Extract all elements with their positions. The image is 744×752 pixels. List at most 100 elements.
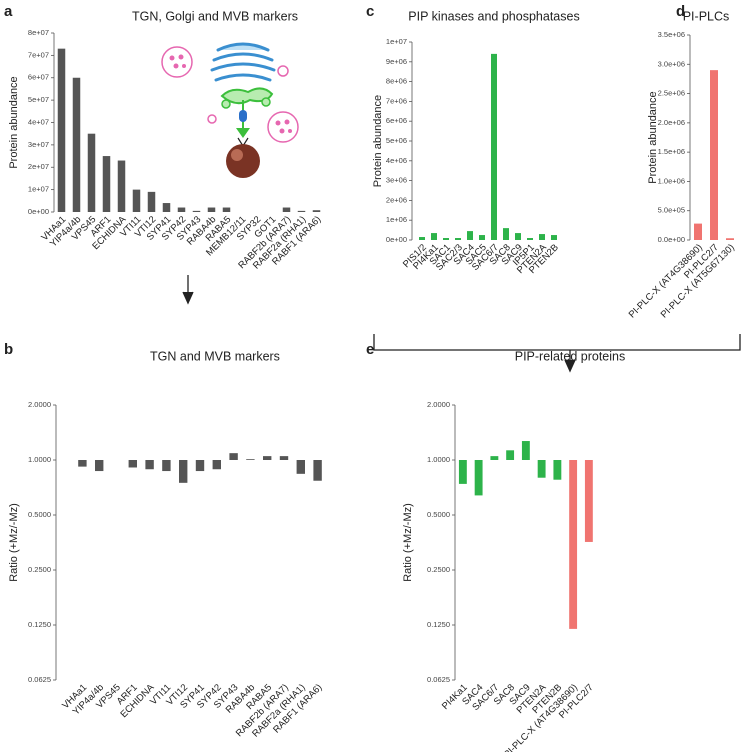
y-tick-label: 1.0000 — [427, 455, 450, 464]
bar — [162, 460, 171, 472]
bar — [503, 228, 509, 240]
bar — [207, 207, 216, 212]
bar — [246, 459, 255, 460]
y-tick-label: 7e+07 — [28, 50, 49, 59]
bar — [474, 460, 483, 496]
chart-title: PI-PLCs — [683, 9, 730, 23]
y-tick-label: 5.0e+05 — [658, 206, 685, 215]
y-axis-label: Ratio (+Mz/-Mz) — [402, 503, 414, 582]
y-tick-label: 0.5000 — [28, 510, 51, 519]
bar — [569, 460, 578, 629]
bar — [177, 207, 186, 212]
bar — [491, 53, 497, 240]
bar — [313, 460, 322, 481]
bar — [87, 133, 96, 212]
y-tick-label: 3e+07 — [28, 140, 49, 149]
bar — [527, 238, 533, 240]
y-tick-label: 1.0e+06 — [658, 176, 685, 185]
bar — [553, 460, 562, 480]
bar — [443, 238, 449, 240]
bar — [296, 460, 305, 474]
bar — [279, 456, 289, 460]
y-tick-label: 9e+06 — [386, 57, 407, 66]
y-tick-label: 2e+06 — [386, 195, 407, 204]
y-tick-label: 4e+06 — [386, 156, 407, 165]
bar — [694, 223, 702, 240]
y-tick-label: 4e+07 — [28, 117, 49, 126]
y-tick-label: 5e+07 — [28, 95, 49, 104]
y-tick-label: 2.0e+06 — [658, 118, 685, 127]
y-tick-label: 0.0e+00 — [658, 235, 685, 244]
y-tick-label: 0.2500 — [427, 565, 450, 574]
panel-letter: d — [676, 3, 685, 20]
y-tick-label: 8e+06 — [386, 77, 407, 86]
chart-title: PIP-related proteins — [515, 349, 625, 363]
bar — [117, 160, 126, 212]
chart-title: PIP kinases and phosphatases — [408, 9, 579, 23]
bar — [162, 203, 171, 212]
bar — [297, 210, 306, 212]
bar — [515, 233, 521, 240]
y-tick-label: 3e+06 — [386, 176, 407, 185]
cell-illustration — [161, 42, 299, 178]
bar — [551, 235, 557, 240]
y-tick-label: 0.0625 — [427, 675, 450, 684]
y-axis-label: Protein abundance — [647, 91, 659, 183]
bar — [195, 460, 205, 472]
bar — [537, 460, 546, 478]
bar — [455, 238, 461, 240]
bar — [72, 77, 81, 212]
y-tick-label: 1.5e+06 — [658, 147, 685, 156]
y-tick-label: 2.0000 — [28, 400, 51, 409]
y-axis-label: Protein abundance — [8, 76, 20, 168]
bar — [229, 453, 238, 460]
connectors — [182, 275, 741, 373]
bar — [78, 460, 87, 467]
bar — [145, 460, 154, 470]
panel-letter: b — [4, 341, 13, 358]
bar — [458, 460, 467, 484]
bar — [192, 210, 201, 212]
panel-letter: e — [366, 341, 374, 358]
bar — [102, 156, 111, 212]
y-tick-label: 2.5e+06 — [658, 89, 685, 98]
y-axis-label: Protein abundance — [372, 95, 384, 187]
bar — [467, 231, 473, 240]
bar — [584, 460, 593, 542]
y-tick-label: 5e+06 — [386, 136, 407, 145]
y-tick-label: 6e+07 — [28, 73, 49, 82]
bar — [282, 207, 291, 212]
bar — [539, 234, 545, 240]
y-tick-label: 0.5000 — [427, 510, 450, 519]
chart-title: TGN and MVB markers — [150, 349, 280, 363]
panel-letter: c — [366, 3, 374, 20]
bar — [710, 70, 718, 241]
bar — [263, 456, 272, 460]
y-tick-label: 1.0000 — [28, 455, 51, 464]
bar — [521, 441, 530, 460]
y-tick-label: 0.2500 — [28, 565, 51, 574]
bar — [179, 460, 188, 483]
y-tick-label: 2e+07 — [28, 162, 49, 171]
y-tick-label: 1e+06 — [386, 215, 407, 224]
y-tick-label: 7e+06 — [386, 96, 407, 105]
bar — [479, 235, 485, 240]
y-tick-label: 3.0e+06 — [658, 59, 685, 68]
bar — [212, 460, 221, 470]
bar — [506, 450, 515, 460]
y-tick-label: 1e+07 — [28, 185, 49, 194]
bar — [726, 238, 734, 240]
y-tick-label: 6e+06 — [386, 116, 407, 125]
bar — [490, 456, 499, 460]
bar — [431, 233, 437, 240]
y-tick-label: 8e+07 — [28, 28, 49, 37]
y-tick-label: 0e+00 — [386, 235, 407, 244]
bar — [222, 207, 231, 212]
y-tick-label: 3.5e+06 — [658, 30, 685, 39]
y-tick-label: 0.1250 — [28, 620, 51, 629]
bar — [95, 460, 104, 472]
y-tick-label: 0.0625 — [28, 675, 51, 684]
chart-title: TGN, Golgi and MVB markers — [132, 9, 298, 23]
y-tick-label: 0e+00 — [28, 207, 49, 216]
